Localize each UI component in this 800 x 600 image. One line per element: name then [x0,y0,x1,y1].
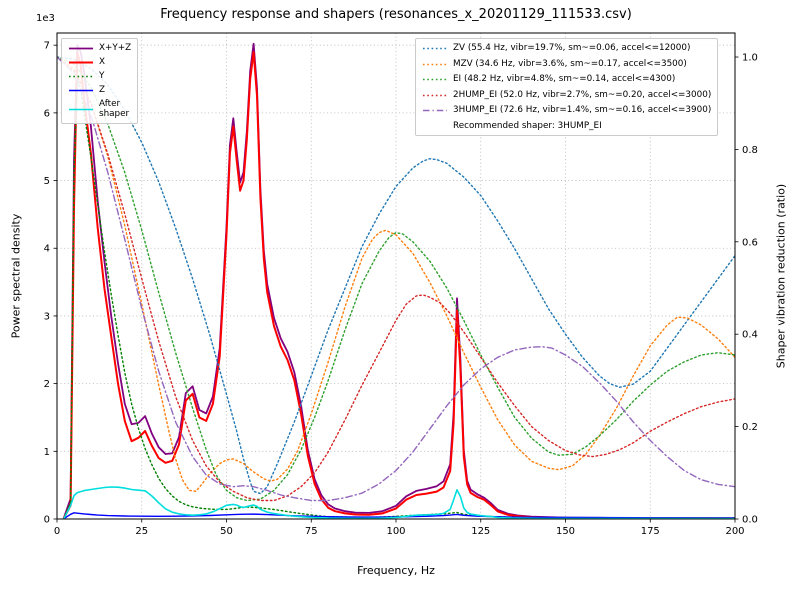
legend-line-sample [423,94,447,96]
y-tick-label-right: 0.4 [742,330,758,341]
x-tick-label: 25 [135,526,148,537]
series-zv [57,56,735,495]
y-tick-label-left: 0 [44,515,50,526]
x-tick-label: 200 [725,526,744,537]
legend-item-sum: X+Y+Z [68,43,131,54]
legend-line-sample [423,109,447,112]
legend-label: ZV (55.4 Hz, vibr=19.7%, sm~=0.06, accel… [453,43,691,54]
legend-item-after-shaper: After shaper [68,99,131,119]
y-axis-label-left: Power spectral density [9,213,23,339]
y-tick-label-left: 3 [44,311,50,322]
legend-item-x: X [68,57,131,68]
legend-item-3hump-ei: 3HUMP_EI (72.6 Hz, vibr=1.4%, sm~=0.16, … [422,105,711,116]
y-tick-label-right: 0.2 [742,422,758,433]
legend-label: X+Y+Z [99,43,132,54]
y-tick-label-right: 0.6 [742,237,758,248]
legend-item-z: Z [68,85,131,96]
x-tick-label: 0 [54,526,60,537]
legend-label: Z [99,85,106,96]
legend-label: X [99,57,106,68]
legend-label: After shaper [99,99,130,120]
series-x [62,51,735,519]
legend-recommendation-label: Recommended shaper: 3HUMP_EI [453,120,602,131]
chart-title: Frequency response and shapers (resonanc… [160,7,632,22]
series-2hump-ei [57,56,735,502]
series-mzv [57,56,735,492]
x-tick-label: 75 [305,526,318,537]
legend-line-sample [423,78,447,81]
legend-item-ei: EI (48.2 Hz, vibr=4.8%, sm~=0.14, accel<… [422,74,711,85]
y-axis-offset-label: 1e3 [36,13,55,24]
y-tick-label-right: 0.8 [742,145,758,156]
legend-line-sample [69,61,93,64]
legend-line-sample [69,108,93,110]
shaper-legend: ZV (55.4 Hz, vibr=19.7%, sm~=0.06, accel… [415,38,719,136]
x-tick-label: 100 [386,526,405,537]
y-tick-label-left: 5 [44,176,50,187]
legend-line-sample [69,75,93,78]
x-tick-label: 50 [220,526,233,537]
legend-line-sample [423,63,447,65]
x-tick-label: 150 [556,526,575,537]
legend-item-zv: ZV (55.4 Hz, vibr=19.7%, sm~=0.06, accel… [422,43,711,54]
legend-label: EI (48.2 Hz, vibr=4.8%, sm~=0.14, accel<… [453,74,676,85]
legend-line-sample [69,47,93,50]
legend-item-mzv: MZV (34.6 Hz, vibr=3.6%, sm~=0.17, accel… [422,59,711,70]
legend-item-2hump-ei: 2HUMP_EI (52.0 Hz, vibr=2.7%, sm~=0.20, … [422,90,711,101]
legend-label: 2HUMP_EI (52.0 Hz, vibr=2.7%, sm~=0.20, … [453,89,712,100]
y-tick-label-left: 4 [44,244,50,255]
series-after-shaper [62,486,735,519]
x-tick-label: 125 [471,526,490,537]
series-sum [62,42,735,519]
x-axis-label: Frequency, Hz [357,564,435,577]
legend-label: 3HUMP_EI (72.6 Hz, vibr=1.4%, sm~=0.16, … [453,105,712,116]
y-tick-label-left: 1 [44,447,50,458]
y-tick-label-left: 6 [44,108,50,119]
y-tick-label-right: 0.0 [742,515,758,526]
series-layer [57,42,735,519]
series-y [63,78,735,519]
y-tick-label-left: 2 [44,379,50,390]
legend-label: MZV (34.6 Hz, vibr=3.6%, sm~=0.17, accel… [453,58,687,69]
legend-line-sample [423,47,447,50]
y-tick-label-right: 1.0 [742,53,758,64]
x-tick-label: 175 [641,526,660,537]
y-tick-label-left: 7 [44,41,50,52]
series-ei [57,56,735,502]
series-3hump-ei [57,56,735,502]
legend-item-y: Y [68,71,131,82]
legend-line-sample [69,89,93,92]
legend-label: Y [99,71,105,82]
psd-legend: X+Y+Z X Y Z After shaper [61,38,139,125]
legend-recommendation: Recommended shaper: 3HUMP_EI [422,121,711,131]
y-axis-label-right: Shaper vibration reduction (ratio) [774,183,788,369]
